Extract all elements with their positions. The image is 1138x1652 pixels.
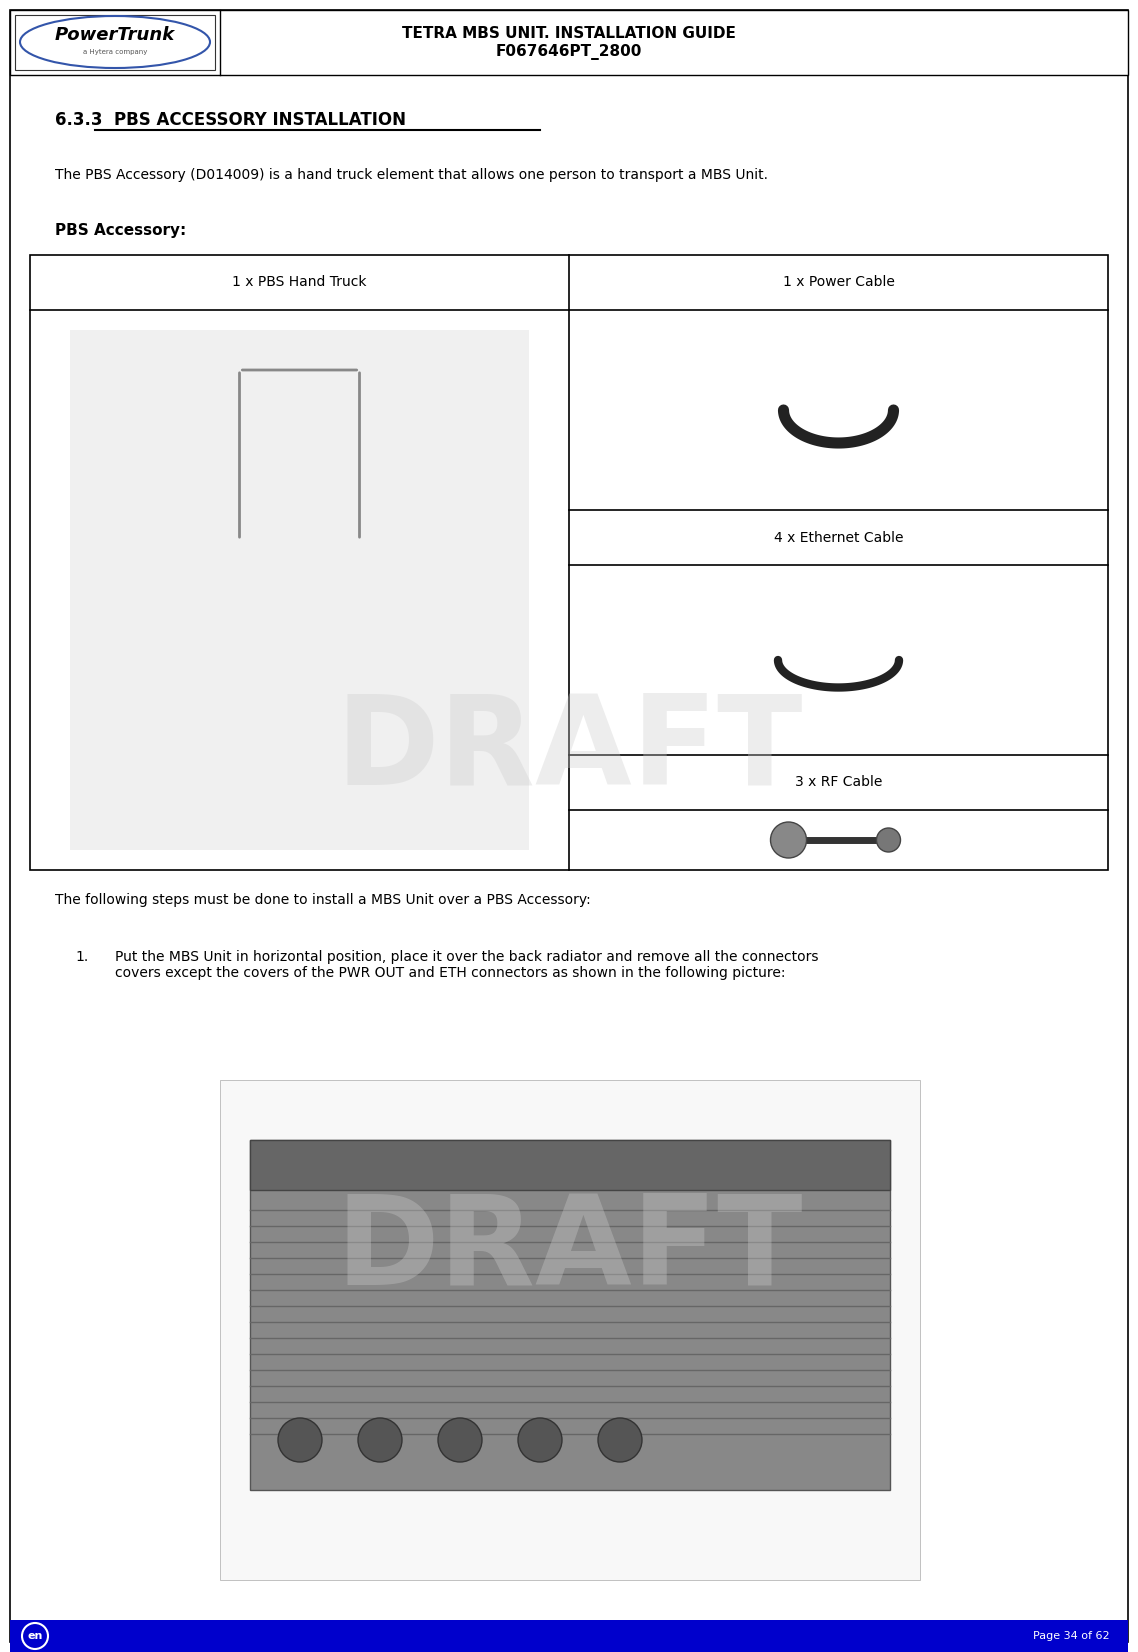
Text: 3 x RF Cable: 3 x RF Cable <box>794 775 882 790</box>
Text: DRAFT: DRAFT <box>336 689 802 811</box>
Bar <box>10 1621 1128 1652</box>
Text: a Hytera company: a Hytera company <box>83 50 147 55</box>
Text: DRAFT: DRAFT <box>336 1189 802 1310</box>
Text: TETRA MBS UNIT. INSTALLATION GUIDE: TETRA MBS UNIT. INSTALLATION GUIDE <box>402 25 736 41</box>
Text: PowerTrunk: PowerTrunk <box>55 26 175 45</box>
Text: PBS Accessory:: PBS Accessory: <box>55 223 187 238</box>
Bar <box>30 254 1108 871</box>
Text: 1 x PBS Hand Truck: 1 x PBS Hand Truck <box>232 276 366 289</box>
Text: F067646PT_2800: F067646PT_2800 <box>496 45 642 59</box>
Text: Page 34 of 62: Page 34 of 62 <box>1033 1631 1110 1640</box>
Text: en: en <box>27 1631 43 1640</box>
Text: The PBS Accessory (D014009) is a hand truck element that allows one person to tr: The PBS Accessory (D014009) is a hand tr… <box>55 169 768 182</box>
Text: 1 x Power Cable: 1 x Power Cable <box>783 276 894 289</box>
Text: The following steps must be done to install a MBS Unit over a PBS Accessory:: The following steps must be done to inst… <box>55 894 591 907</box>
Circle shape <box>597 1417 642 1462</box>
Text: 6.3.3  PBS ACCESSORY INSTALLATION: 6.3.3 PBS ACCESSORY INSTALLATION <box>55 111 406 129</box>
Circle shape <box>438 1417 483 1462</box>
Bar <box>220 1080 920 1579</box>
Text: Put the MBS Unit in horizontal position, place it over the back radiator and rem: Put the MBS Unit in horizontal position,… <box>115 950 818 980</box>
Circle shape <box>876 828 900 852</box>
Bar <box>10 10 1128 74</box>
Text: 1.: 1. <box>75 950 89 965</box>
Circle shape <box>358 1417 402 1462</box>
Circle shape <box>278 1417 322 1462</box>
Circle shape <box>518 1417 562 1462</box>
Bar <box>250 1140 890 1189</box>
Text: 4 x Ethernet Cable: 4 x Ethernet Cable <box>774 530 904 545</box>
Bar <box>15 15 215 69</box>
Circle shape <box>770 823 807 857</box>
Bar <box>71 330 529 851</box>
Bar <box>250 1140 890 1490</box>
Circle shape <box>22 1622 48 1649</box>
